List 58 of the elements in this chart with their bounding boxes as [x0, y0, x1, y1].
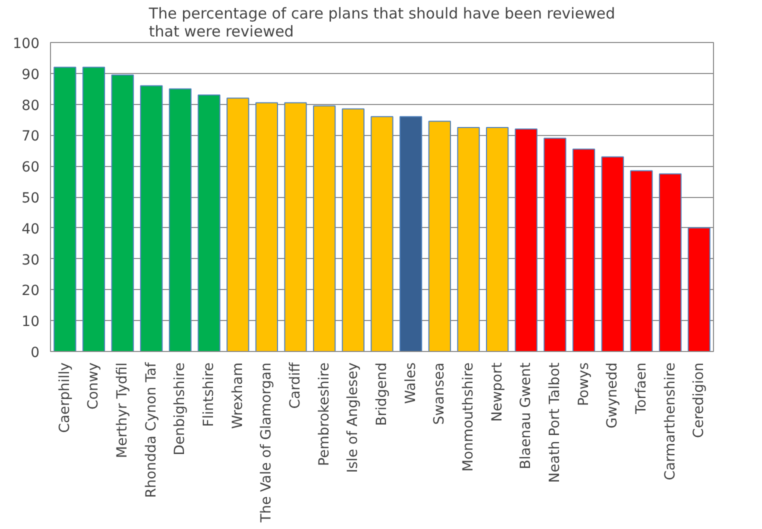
bar — [255, 102, 278, 352]
x-tick-label: Cardiff — [288, 362, 304, 409]
y-tick-label: 90 — [22, 66, 40, 83]
x-tick-label: Merthyr Tydfil — [114, 362, 131, 458]
x-tick-label: Swansea — [432, 362, 448, 425]
bar — [284, 102, 307, 352]
bar — [370, 116, 394, 352]
bar — [400, 116, 422, 352]
bar — [111, 74, 134, 352]
x-tick-label: Gwynedd — [604, 362, 621, 428]
x-tick-label: Caerphilly — [56, 362, 73, 433]
y-tick-label: 40 — [22, 221, 40, 238]
bar — [82, 66, 106, 352]
x-tick-label: Pembrokeshire — [316, 362, 332, 466]
x-tick-label: The Vale of Glamorgan — [258, 362, 275, 524]
bar — [168, 88, 192, 352]
y-tick-label: 50 — [22, 190, 40, 206]
bar — [428, 120, 451, 352]
x-tick-label: Monmouthshire — [460, 362, 476, 472]
bar — [688, 227, 710, 352]
x-tick-label: Powys — [576, 362, 592, 406]
x-tick-label: Ceredigion — [691, 362, 708, 438]
bar — [630, 170, 653, 352]
x-tick-label: Newport — [489, 362, 506, 422]
bar — [140, 85, 163, 352]
y-tick-label: 30 — [22, 252, 40, 268]
bar — [544, 138, 566, 352]
x-tick-label: Flintshire — [201, 362, 218, 427]
x-tick-label: Bridgend — [374, 362, 390, 426]
bar — [486, 126, 509, 352]
x-tick-label: Denbighshire — [172, 362, 188, 456]
bar — [514, 128, 538, 352]
y-tick-label: 10 — [22, 314, 40, 330]
y-tick-label: 80 — [22, 98, 40, 114]
y-tick-label: 60 — [22, 160, 40, 176]
bar — [601, 156, 624, 352]
x-tick-label: Carmarthenshire — [662, 362, 678, 480]
y-tick-label: 0 — [30, 345, 40, 361]
bar — [342, 108, 364, 352]
x-tick-label: Wrexham — [230, 362, 246, 429]
y-tick-label: 20 — [22, 283, 40, 300]
bar — [313, 105, 336, 352]
chart-title: The percentage of care plans that should have been reviewed that were reviewed — [148, 4, 616, 40]
x-tick-label: Isle of Anglesey — [345, 362, 362, 473]
y-tick-label: 100 — [12, 36, 40, 52]
bar — [658, 173, 682, 352]
y-tick-label: 70 — [22, 128, 40, 145]
bar — [226, 98, 250, 352]
bar — [54, 66, 76, 352]
x-tick-label: Torfaen — [633, 362, 650, 415]
x-tick-label: Neath Port Talbot — [546, 362, 563, 483]
x-tick-label: Conwy — [86, 362, 102, 410]
bar — [572, 148, 596, 352]
x-tick-label: Rhondda Cynon Taf — [143, 361, 160, 498]
x-tick-label: Wales — [402, 362, 419, 404]
bar — [457, 126, 480, 352]
bar — [198, 94, 220, 352]
x-tick-label: Blaenau Gwent — [518, 362, 534, 470]
